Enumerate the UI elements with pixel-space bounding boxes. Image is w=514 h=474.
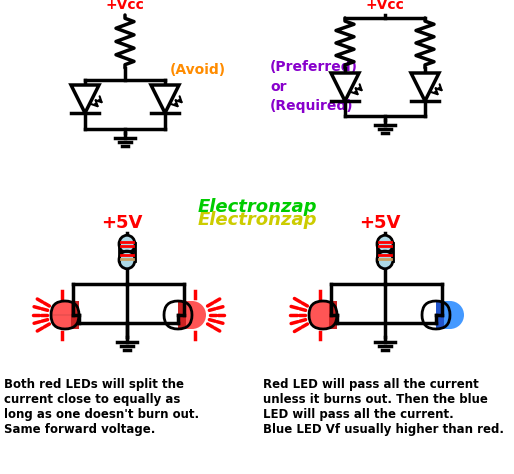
Bar bbox=[329, 301, 337, 329]
Polygon shape bbox=[331, 73, 359, 101]
Text: +5V: +5V bbox=[101, 214, 143, 232]
FancyBboxPatch shape bbox=[119, 240, 135, 264]
Ellipse shape bbox=[119, 235, 135, 253]
Polygon shape bbox=[71, 85, 99, 113]
Ellipse shape bbox=[377, 251, 393, 269]
Bar bbox=[323, 301, 329, 329]
Text: Red LED will pass all the current
unless it burns out. Then the blue
LED will pa: Red LED will pass all the current unless… bbox=[263, 378, 504, 436]
Text: +Vcc: +Vcc bbox=[105, 0, 144, 12]
Text: Electronzap: Electronzap bbox=[197, 198, 317, 216]
Text: +Vcc: +Vcc bbox=[365, 0, 405, 12]
Ellipse shape bbox=[178, 301, 206, 329]
Ellipse shape bbox=[51, 301, 79, 329]
FancyBboxPatch shape bbox=[377, 240, 393, 264]
Bar bbox=[71, 301, 79, 329]
Bar bbox=[65, 301, 71, 329]
Text: Both red LEDs will split the
current close to equally as
long as one doesn't bur: Both red LEDs will split the current clo… bbox=[4, 378, 199, 436]
Bar bbox=[186, 301, 192, 329]
Text: +5V: +5V bbox=[359, 214, 401, 232]
Bar bbox=[178, 301, 186, 329]
Text: (Preferred)
or
(Required): (Preferred) or (Required) bbox=[270, 60, 358, 113]
Ellipse shape bbox=[309, 301, 337, 329]
Ellipse shape bbox=[377, 235, 393, 253]
Text: (Avoid): (Avoid) bbox=[170, 63, 226, 77]
Bar bbox=[444, 301, 450, 329]
Text: Electronzap: Electronzap bbox=[197, 211, 317, 229]
Polygon shape bbox=[411, 73, 439, 101]
Bar bbox=[436, 301, 444, 329]
Ellipse shape bbox=[119, 251, 135, 269]
Polygon shape bbox=[151, 85, 179, 113]
Ellipse shape bbox=[436, 301, 464, 329]
